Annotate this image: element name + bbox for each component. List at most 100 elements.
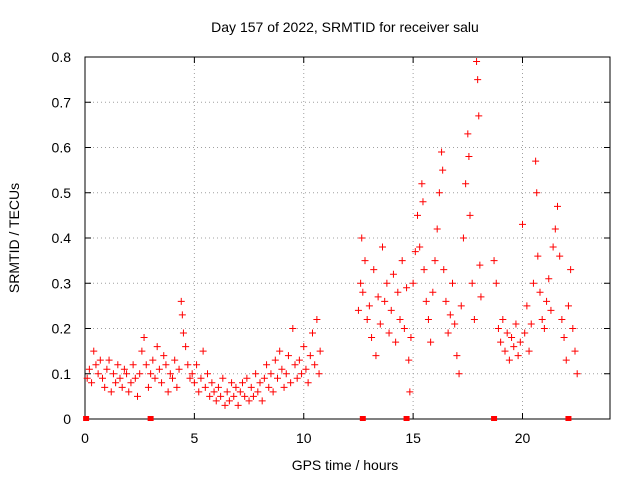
data-point — [276, 347, 284, 355]
data-point — [269, 388, 277, 396]
data-point — [313, 315, 321, 323]
data-point — [473, 58, 481, 66]
data-point — [394, 288, 402, 296]
data-point — [560, 334, 568, 342]
y-tick-label: 0.6 — [52, 140, 72, 156]
data-point — [83, 374, 91, 382]
data-point — [204, 370, 211, 378]
data-point — [422, 297, 430, 305]
data-point — [466, 211, 474, 219]
data-point — [389, 270, 397, 278]
data-point — [379, 243, 386, 251]
data-point — [249, 392, 257, 400]
data-point — [449, 279, 456, 287]
data-point — [90, 347, 98, 355]
data-point — [403, 284, 411, 292]
data-point — [534, 252, 542, 260]
data-point — [508, 334, 516, 342]
data-point — [368, 334, 376, 342]
data-point — [289, 325, 297, 332]
x-tick-label: 20 — [515, 430, 531, 446]
data-point — [197, 374, 205, 382]
data-point — [293, 374, 301, 382]
data-point — [109, 370, 117, 378]
data-point — [409, 279, 417, 287]
data-point — [278, 365, 286, 373]
data-point — [129, 361, 137, 369]
data-point — [462, 180, 470, 188]
data-point — [562, 356, 570, 364]
data-point — [94, 370, 102, 378]
data-point — [497, 338, 505, 346]
data-point — [503, 329, 511, 337]
data-point — [532, 157, 540, 165]
data-point — [405, 356, 413, 364]
data-point — [490, 257, 498, 265]
data-point — [376, 320, 384, 328]
data-point — [155, 365, 163, 373]
data-point — [398, 257, 406, 265]
data-point — [151, 374, 159, 382]
data-point — [527, 320, 535, 328]
data-point — [514, 352, 522, 360]
y-tick-label: 0.2 — [52, 321, 72, 337]
data-point — [529, 279, 537, 287]
data-point — [358, 234, 366, 242]
data-point — [199, 347, 207, 355]
data-point — [438, 148, 446, 156]
data-point — [179, 329, 187, 337]
data-point — [547, 306, 555, 314]
data-point — [134, 392, 141, 400]
data-point — [175, 365, 183, 373]
x-axis-title: GPS time / hours — [292, 457, 399, 473]
data-point — [564, 302, 572, 310]
data-point — [416, 243, 424, 251]
data-point — [223, 388, 231, 396]
baseline-marker — [491, 416, 498, 421]
data-point — [164, 388, 172, 396]
data-point — [433, 225, 441, 233]
data-point — [440, 266, 448, 274]
y-tick-label: 0.4 — [52, 230, 72, 246]
data-point — [107, 388, 115, 396]
data-point — [258, 397, 266, 405]
data-point — [505, 356, 513, 364]
data-point — [140, 334, 148, 342]
data-point — [184, 361, 192, 369]
data-point — [136, 370, 144, 378]
x-tick-label: 15 — [405, 430, 421, 446]
data-point — [370, 266, 378, 274]
data-point — [302, 365, 310, 373]
data-point — [464, 130, 472, 138]
data-point — [280, 383, 288, 391]
data-point — [540, 325, 548, 332]
y-axis-title: SRMTID / TECUs — [6, 183, 22, 293]
data-point — [186, 374, 194, 382]
data-point — [311, 361, 319, 369]
data-point — [193, 361, 201, 369]
data-point — [96, 356, 104, 364]
data-point — [420, 266, 428, 274]
data-point — [284, 352, 292, 360]
data-point — [142, 361, 150, 369]
data-point — [477, 293, 485, 301]
data-point — [252, 370, 260, 378]
data-point — [158, 379, 166, 387]
data-point — [182, 343, 190, 351]
data-point — [392, 338, 400, 346]
data-point — [149, 356, 157, 364]
data-point — [453, 352, 461, 360]
baseline-markers — [83, 416, 572, 421]
data-point — [208, 379, 216, 387]
data-point — [538, 315, 546, 323]
data-point — [414, 211, 421, 219]
data-point — [431, 257, 439, 265]
data-point — [214, 383, 222, 391]
data-point — [569, 325, 577, 332]
data-point — [516, 338, 524, 346]
data-point — [551, 225, 559, 233]
data-point — [361, 257, 369, 265]
data-point — [558, 315, 566, 323]
data-point — [265, 383, 273, 391]
